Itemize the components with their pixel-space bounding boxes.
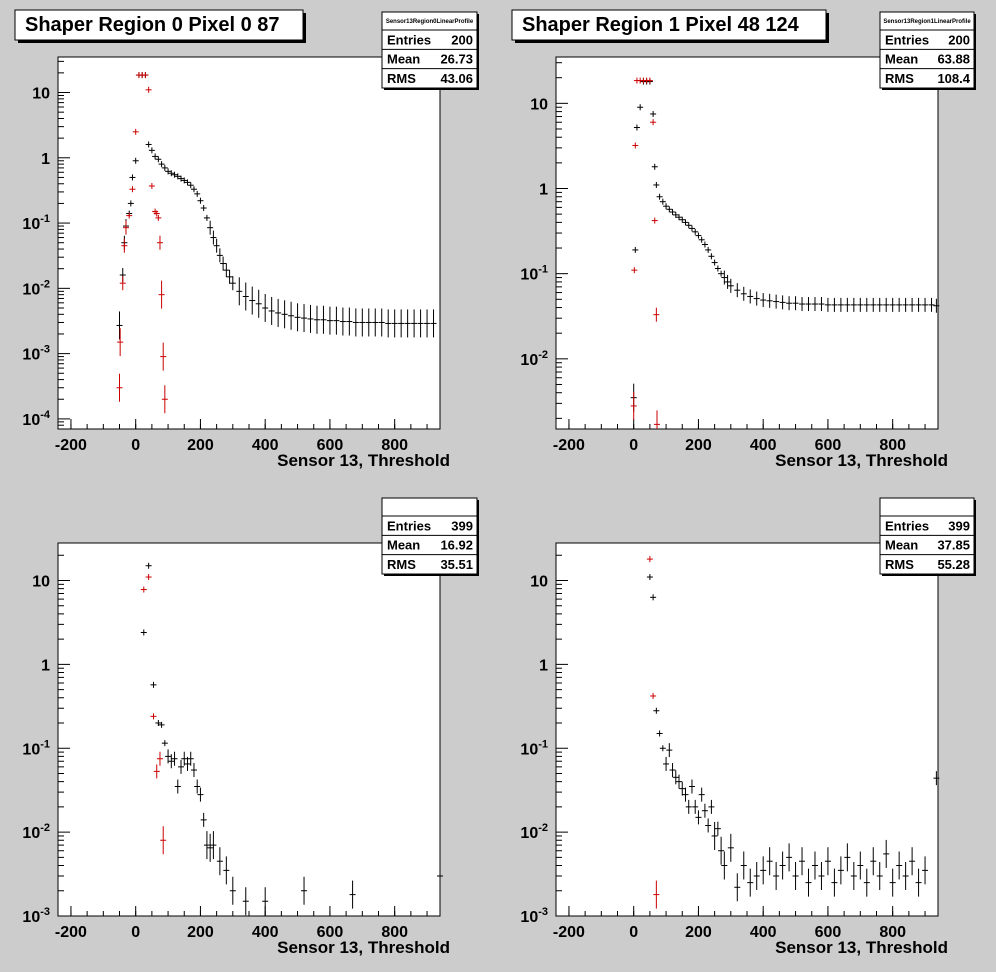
chart-panel-2: -200 0 200 400 600 800 10 1 10-1 10-2 10-3 Sensor 1… <box>22 497 479 957</box>
y-tick-label: 10-3 <box>22 344 50 364</box>
y-tick-label: 10-1 <box>520 738 548 758</box>
y-tick-label: 1 <box>539 657 548 674</box>
y-tick-label: 10 <box>32 86 50 103</box>
x-tick-label: 200 <box>685 924 712 941</box>
stats-entries-label: Entries <box>885 518 929 533</box>
stats-entries-value: 399 <box>451 518 473 533</box>
x-tick-label: 400 <box>252 437 279 454</box>
stats-box <box>879 11 975 89</box>
stats-mean-label: Mean <box>387 52 420 67</box>
plot-area <box>555 542 939 917</box>
series-1 <box>140 574 167 855</box>
title-box <box>511 9 827 41</box>
title-box <box>14 9 304 41</box>
x-tick-label: 400 <box>750 437 777 454</box>
stats-entries-label: Entries <box>885 32 929 47</box>
plot-area <box>57 542 441 917</box>
stats-mean-label: Mean <box>885 538 918 553</box>
x-tick-label: 800 <box>381 437 408 454</box>
x-tick-label: 200 <box>187 437 214 454</box>
stats-rms-label: RMS <box>885 557 914 572</box>
x-axis-title: Sensor 13, Threshold <box>775 451 948 470</box>
stats-mean-label: Mean <box>387 538 420 553</box>
plot-area <box>555 56 939 430</box>
y-tick-label: 1 <box>539 182 548 199</box>
stats-entries-value: 200 <box>948 32 970 47</box>
x-axis-title: Sensor 13, Threshold <box>277 451 450 470</box>
x-tick-label: 800 <box>879 437 906 454</box>
y-tick-label: 10-2 <box>22 822 50 842</box>
x-tick-label: -200 <box>55 437 87 454</box>
x-tick-label: 200 <box>187 924 214 941</box>
x-tick-label: 0 <box>131 924 140 941</box>
series-1 <box>116 72 168 414</box>
x-tick-label: -200 <box>55 924 87 941</box>
stats-rms-value: 43.06 <box>440 71 473 86</box>
stats-mean-value: 26.73 <box>440 52 473 67</box>
x-tick-label: 600 <box>317 437 344 454</box>
stats-mean-value: 37.85 <box>937 538 970 553</box>
stats-rms-label: RMS <box>387 557 416 572</box>
y-tick-label: 10-3 <box>22 906 50 926</box>
stats-rms-label: RMS <box>387 71 416 86</box>
stats-entries-value: 399 <box>948 518 970 533</box>
series-0 <box>646 574 940 902</box>
chart-panel-0: -200 0 200 400 600 800 10 1 10-1 10-2 10-3 10-4 Sens… <box>14 9 479 470</box>
stats-mean-label: Mean <box>885 52 918 67</box>
y-tick-label: 10-2 <box>520 822 548 842</box>
y-tick-label: 1 <box>41 657 50 674</box>
x-tick-label: 800 <box>381 924 408 941</box>
x-tick-label: 400 <box>750 924 777 941</box>
y-tick-label: 10-3 <box>520 906 548 926</box>
x-tick-label: 600 <box>317 924 344 941</box>
x-tick-label: 600 <box>815 437 842 454</box>
y-tick-label: 10-4 <box>22 409 50 429</box>
stats-rms-value: 55.28 <box>937 557 970 572</box>
x-tick-label: 400 <box>252 924 279 941</box>
chart-title: Shaper Region 0 Pixel 0 87 <box>25 14 280 36</box>
x-tick-label: -200 <box>553 924 585 941</box>
stats-entries-label: Entries <box>387 32 431 47</box>
series-1 <box>646 556 660 909</box>
x-tick-label: 200 <box>685 437 712 454</box>
stats-entries-label: Entries <box>387 518 431 533</box>
y-tick-label: 10-2 <box>520 349 548 369</box>
x-tick-label: 800 <box>879 924 906 941</box>
y-tick-label: 10 <box>530 96 548 113</box>
stats-name: Sensor13Region1LinearProfile <box>883 19 971 25</box>
y-tick-label: 10-1 <box>22 738 50 758</box>
series-1 <box>630 77 661 429</box>
x-tick-label: 600 <box>815 924 842 941</box>
stats-mean-value: 16.92 <box>440 538 473 553</box>
series-0 <box>140 562 443 916</box>
stats-rms-label: RMS <box>885 71 914 86</box>
x-tick-label: -200 <box>553 437 585 454</box>
y-tick-label: 1 <box>41 151 50 168</box>
stats-box <box>381 11 478 89</box>
stats-mean-value: 63.88 <box>937 52 970 67</box>
y-tick-label: 10 <box>530 574 548 591</box>
plot-area <box>57 56 441 430</box>
stats-name: Sensor13Region0LinearProfile <box>386 19 474 25</box>
chart-panel-3: -200 0 200 400 600 800 10 1 10-1 10-2 10-3 Sensor 1… <box>520 497 976 957</box>
y-tick-label: 10-1 <box>520 264 548 284</box>
chart-panel-1: -200 0 200 400 600 800 10 1 10-1 10-2 Sensor 13, T… <box>511 9 976 470</box>
x-tick-label: 0 <box>629 924 638 941</box>
y-tick-label: 10-1 <box>22 213 50 233</box>
x-tick-label: 0 <box>629 437 638 454</box>
y-tick-label: 10 <box>32 574 50 591</box>
x-tick-label: 0 <box>131 437 140 454</box>
y-tick-label: 10-2 <box>22 278 50 298</box>
stats-rms-value: 108.4 <box>937 71 970 86</box>
stats-rms-value: 35.51 <box>440 557 473 572</box>
stats-entries-value: 200 <box>451 32 473 47</box>
x-axis-title: Sensor 13, Threshold <box>775 938 948 957</box>
series-0 <box>116 72 437 340</box>
chart-title: Shaper Region 1 Pixel 48 124 <box>522 14 800 36</box>
x-axis-title: Sensor 13, Threshold <box>277 938 450 957</box>
stats-box <box>879 497 975 575</box>
stats-box <box>381 497 478 575</box>
